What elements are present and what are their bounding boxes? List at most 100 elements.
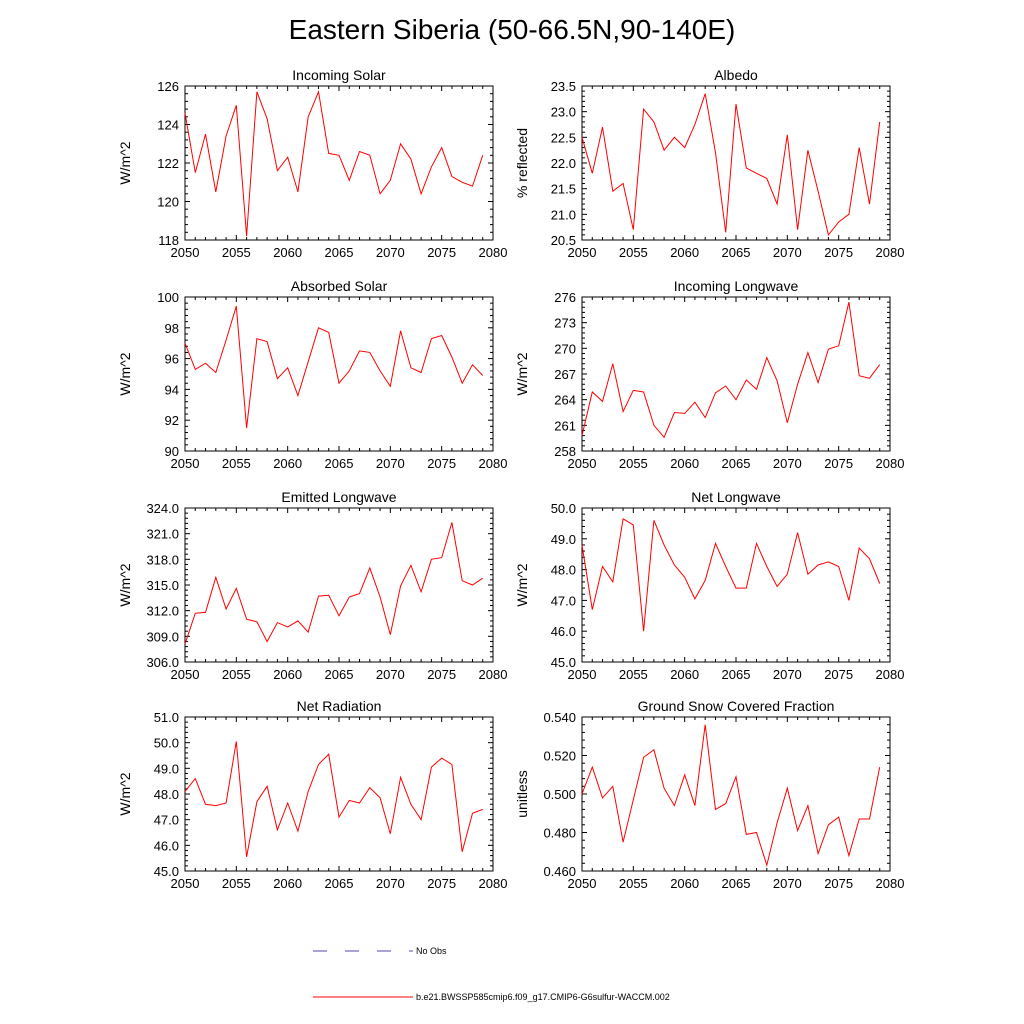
chart-6-ytick-label: 47.0: [551, 593, 576, 608]
chart-8-ytick-label: 0.540: [543, 710, 576, 725]
chart-8-series-line: [581, 724, 881, 868]
chart-7-xtick-label: 2065: [325, 876, 354, 891]
page-title: Eastern Siberia (50-66.5N,90-140E): [288, 14, 736, 45]
chart-5-ytick-label: 321.0: [146, 527, 179, 542]
chart-3-ytick-label: 94: [165, 382, 179, 397]
chart-6-ytick-label: 45.0: [551, 655, 576, 670]
chart-7-xtick-label: 2070: [376, 876, 405, 891]
chart-3-ytick-label: 100: [157, 290, 179, 305]
chart-5-xtick-label: 2075: [427, 667, 456, 682]
chart-3-xtick-label: 2065: [325, 456, 354, 471]
chart-2-xtick-label: 2075: [824, 245, 853, 260]
chart-4-xtick-label: 2070: [773, 456, 802, 471]
chart-7: Net Radiation W/m^2 2050 2055 2060 2065 2070 20…: [117, 698, 507, 891]
chart-3-xtick-label: 2070: [376, 456, 405, 471]
chart-2-series-line: [581, 93, 881, 237]
chart-2-xtick-label: 2080: [876, 245, 905, 260]
chart-2: Albedo % reflected 2050 2055 2060 2065 2070 207…: [514, 67, 904, 260]
chart-1-ytick-label: 120: [157, 195, 179, 210]
chart-6-xtick-label: 2050: [568, 667, 597, 682]
chart-4-frame: [581, 296, 891, 452]
chart-5-ytick-label: 318.0: [146, 552, 179, 567]
chart-2-xtick-label: 2070: [773, 245, 802, 260]
chart-2-ytick-label: 21.0: [551, 207, 576, 222]
chart-6-ytick-label: 49.0: [551, 532, 576, 547]
chart-4-ytick-label: 276: [554, 290, 576, 305]
chart-7-xtick-label: 2050: [171, 876, 200, 891]
chart-5-ytick-label: 312.0: [146, 604, 179, 619]
chart-4-xtick-label: 2055: [619, 456, 648, 471]
chart-5-title: Emitted Longwave: [281, 489, 396, 505]
chart-8-xtick-label: 2060: [670, 876, 699, 891]
chart-7-xtick-label: 2080: [479, 876, 508, 891]
chart-5-ytick-label: 315.0: [146, 578, 179, 593]
chart-4-xtick-label: 2065: [722, 456, 751, 471]
chart-1-xtick-label: 2055: [222, 245, 251, 260]
chart-6-xtick-label: 2060: [670, 667, 699, 682]
chart-4-title: Incoming Longwave: [674, 278, 799, 294]
chart-5-xtick-label: 2055: [222, 667, 251, 682]
chart-2-ytick-label: 21.5: [551, 182, 576, 197]
chart-3-xtick-label: 2055: [222, 456, 251, 471]
chart-8-ytick-label: 0.520: [543, 749, 576, 764]
chart-5-frame: [184, 507, 494, 663]
chart-8-ytick-label: 0.460: [543, 864, 576, 879]
chart-5-ytick-label: 306.0: [146, 655, 179, 670]
chart-1-series-line: [184, 89, 484, 237]
chart-7-xtick-label: 2075: [427, 876, 456, 891]
chart-3-series-line: [184, 306, 484, 428]
chart-3-frame: [184, 296, 494, 452]
chart-2-ytick-label: 22.5: [551, 130, 576, 145]
legend: No Obs b.e21.BWSSP585cmip6.f09_g17.CMIP6…: [313, 946, 670, 1002]
chart-4-ytick-label: 273: [554, 316, 576, 331]
chart-1-ytick-label: 118: [158, 233, 179, 248]
chart-1-title: Incoming Solar: [292, 67, 386, 83]
chart-6-title: Net Longwave: [691, 489, 781, 505]
chart-5-xtick-label: 2065: [325, 667, 354, 682]
chart-5-ytick-label: 324.0: [146, 501, 179, 516]
chart-6: Net Longwave W/m^2 2050 2055 2060 2065 2070 207…: [514, 489, 904, 682]
chart-6-xtick-label: 2080: [876, 667, 905, 682]
chart-6-ytick-label: 48.0: [551, 563, 576, 578]
chart-4-ytick-label: 267: [554, 367, 576, 382]
chart-5-xtick-label: 2070: [376, 667, 405, 682]
chart-8-ytick-label: 0.500: [543, 787, 576, 802]
chart-7-ytick-label: 50.0: [154, 736, 179, 751]
chart-5: Emitted Longwave W/m^2 2050 2055 2060 2065 207…: [117, 489, 507, 682]
chart-3-ytick-label: 96: [165, 352, 179, 367]
chart-3-xtick-label: 2075: [427, 456, 456, 471]
chart-1-ytick-label: 124: [157, 118, 179, 133]
chart-4-ylabel: W/m^2: [514, 352, 530, 395]
chart-3-ylabel: W/m^2: [117, 352, 133, 395]
chart-5-series-line: [184, 522, 483, 645]
chart-4-ytick-label: 258: [554, 444, 576, 459]
chart-8-xtick-label: 2070: [773, 876, 802, 891]
chart-7-ylabel: W/m^2: [117, 772, 133, 815]
chart-8: Ground Snow Covered Fraction unitless 2050…: [514, 698, 904, 891]
legend-model-label: b.e21.BWSSP585cmip6.f09_g17.CMIP6-G6sulf…: [416, 992, 670, 1002]
chart-4-ytick-label: 264: [554, 393, 576, 408]
chart-1-xtick-label: 2065: [325, 245, 354, 260]
chart-4-series-line: [581, 301, 881, 439]
chart-3-xtick-label: 2060: [273, 456, 302, 471]
chart-4-xtick-label: 2060: [670, 456, 699, 471]
chart-6-ytick-label: 50.0: [551, 501, 576, 516]
chart-8-xtick-label: 2080: [876, 876, 905, 891]
chart-1-xtick-label: 2080: [479, 245, 508, 260]
chart-2-xtick-label: 2050: [568, 245, 597, 260]
chart-8-ytick-label: 0.480: [543, 826, 576, 841]
chart-3-xtick-label: 2080: [479, 456, 508, 471]
chart-5-xtick-label: 2080: [479, 667, 508, 682]
chart-4-xtick-label: 2080: [876, 456, 905, 471]
chart-1-xtick-label: 2050: [171, 245, 200, 260]
chart-8-xtick-label: 2065: [722, 876, 751, 891]
chart-5-xtick-label: 2060: [273, 667, 302, 682]
chart-6-xtick-label: 2075: [824, 667, 853, 682]
chart-5-ytick-label: 309.0: [146, 629, 179, 644]
chart-3-xtick-label: 2050: [171, 456, 200, 471]
chart-8-xtick-label: 2075: [824, 876, 853, 891]
chart-2-ytick-label: 23.5: [551, 79, 576, 94]
chart-2-ylabel: % reflected: [514, 128, 530, 198]
chart-7-ytick-label: 45.0: [154, 864, 179, 879]
